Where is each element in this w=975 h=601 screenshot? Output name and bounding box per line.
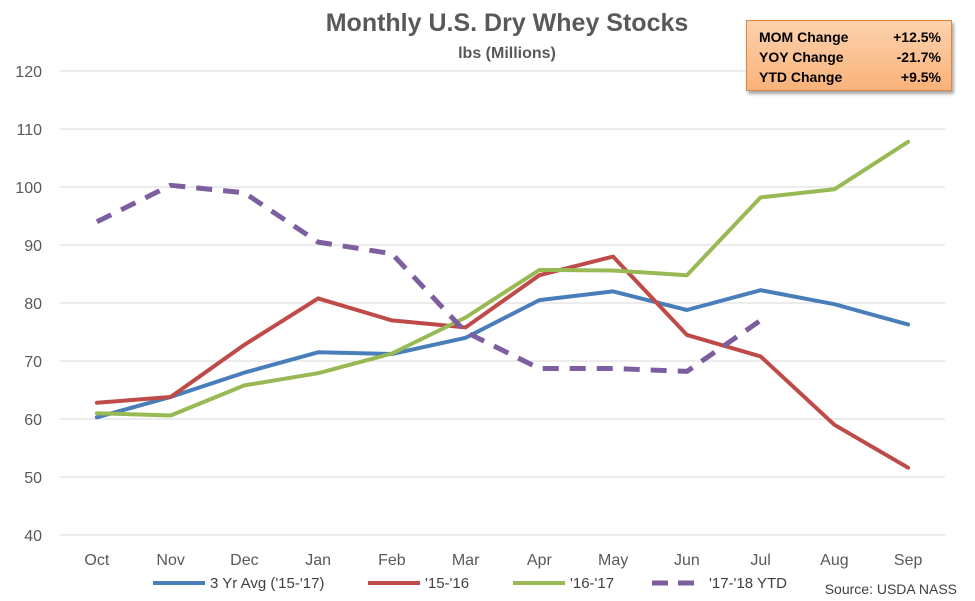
stat-value: +9.5% [900, 69, 941, 85]
y-tick-label: 110 [16, 122, 42, 139]
x-tick-label: Mar [452, 552, 480, 569]
x-tick-label: May [598, 552, 628, 569]
stat-label: YOY Change [759, 49, 844, 65]
stat-row-yoy: YOY Change -21.7% [759, 47, 941, 67]
stat-label: YTD Change [759, 69, 843, 85]
stat-value: +12.5% [893, 29, 941, 45]
y-axis: 40 50 60 70 80 90 100 110 120 [15, 64, 42, 545]
x-tick-label: Apr [527, 552, 553, 569]
legend-label: 3 Yr Avg ('15-'17) [210, 575, 324, 592]
y-tick-label: 70 [24, 354, 42, 371]
y-tick-label: 50 [24, 470, 42, 487]
x-tick-label: Jun [674, 552, 700, 569]
chart-title: Monthly U.S. Dry Whey Stocks [326, 9, 689, 37]
y-tick-label: 120 [15, 64, 42, 81]
legend-label: '15-'16 [425, 575, 469, 592]
x-tick-label: Dec [230, 552, 258, 569]
chart-subtitle: lbs (Millions) [458, 45, 556, 62]
x-tick-label: Nov [156, 552, 184, 569]
legend-label: '17-'18 YTD [709, 575, 787, 592]
x-tick-label: Aug [820, 552, 848, 569]
legend-label: '16-'17 [570, 575, 614, 592]
source-note: Source: USDA NASS [825, 581, 957, 597]
y-tick-label: 80 [24, 296, 42, 313]
series-line-0 [94, 288, 911, 420]
y-tick-label: 90 [24, 238, 42, 255]
series-lines [94, 139, 911, 470]
change-stats-box: MOM Change +12.5% YOY Change -21.7% YTD … [746, 20, 952, 91]
legend: 3 Yr Avg ('15-'17) '15-'16 '16-'17 '17-'18 … [153, 575, 787, 592]
y-tick-label: 60 [24, 412, 42, 429]
stat-label: MOM Change [759, 29, 849, 45]
x-tick-label: Feb [378, 552, 406, 569]
series-line-2 [94, 139, 911, 418]
x-tick-label: Jan [305, 552, 331, 569]
x-axis: Oct Nov Dec Jan Feb Mar Apr May Jun Jul Aug Sep [84, 552, 922, 569]
stat-row-ytd: YTD Change +9.5% [759, 67, 941, 87]
stat-value: -21.7% [896, 49, 941, 65]
series-line-1 [94, 254, 911, 470]
x-tick-label: Oct [84, 552, 109, 569]
series-line-3 [95, 182, 763, 374]
y-tick-label: 100 [15, 180, 42, 197]
x-tick-label: Jul [750, 552, 770, 569]
x-tick-label: Sep [894, 552, 923, 569]
y-tick-label: 40 [24, 528, 42, 545]
stat-row-mom: MOM Change +12.5% [759, 27, 941, 47]
